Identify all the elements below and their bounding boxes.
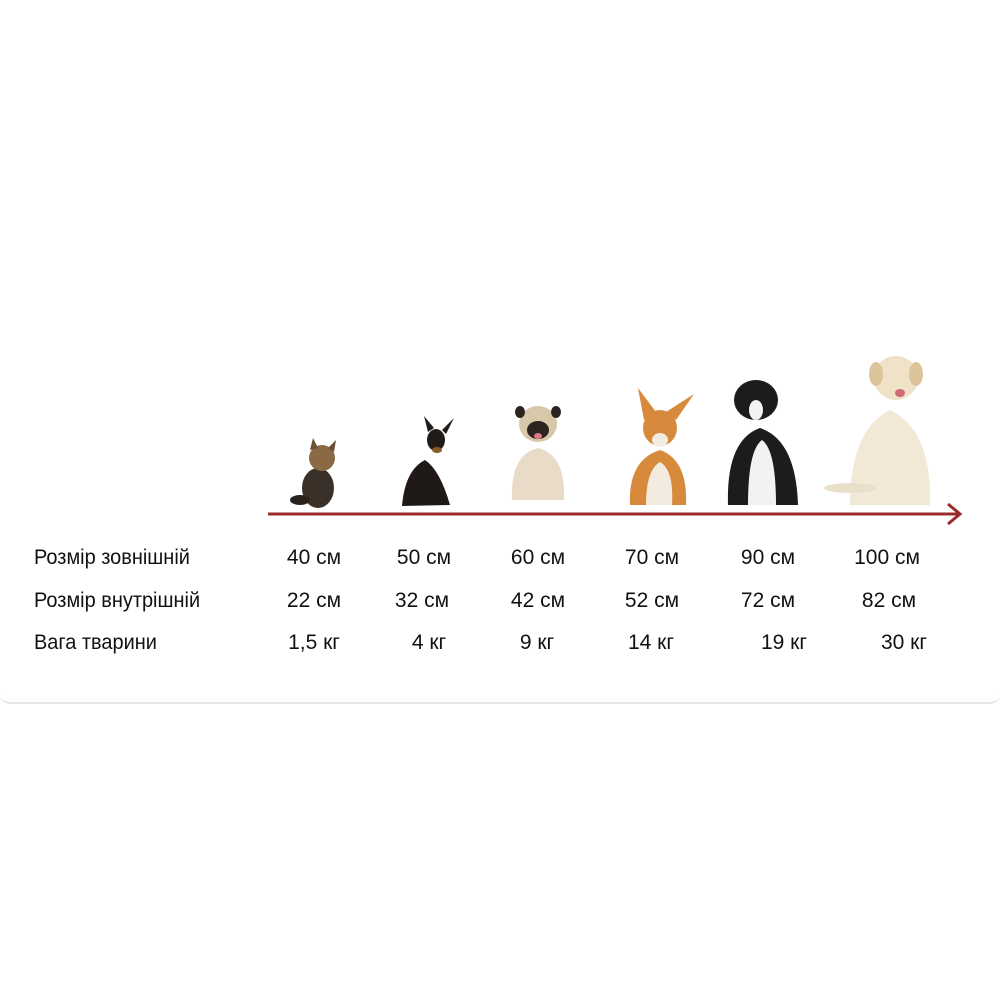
row-label-pet-weight: Вага тварини (34, 631, 157, 654)
border-collie-icon (727, 380, 798, 505)
outer-size-value: 60 см (510, 546, 566, 569)
inner-size-value: 42 см (510, 589, 566, 612)
weight-value: 19 кг (760, 631, 808, 654)
inner-size-value: 52 см (624, 589, 680, 612)
inner-size-value: 22 см (286, 589, 342, 612)
weight-value: 30 кг (880, 631, 928, 654)
row-label-inner-size: Розмір внутрішній (34, 589, 201, 612)
weight-value: 1,5 кг (288, 631, 340, 654)
size-chart-card: Розмір зовнішній Розмір внутрішній Вага … (0, 356, 1000, 704)
miniature-pinscher-icon (402, 416, 454, 506)
outer-size-value: 70 см (624, 546, 680, 569)
dogs-illustration (268, 356, 963, 526)
labrador-icon (824, 356, 931, 505)
inner-size-value: 82 см (861, 589, 917, 612)
weight-value: 4 кг (411, 631, 447, 654)
outer-size-value: 90 см (740, 546, 796, 569)
pug-icon (511, 406, 565, 500)
inner-size-value: 72 см (740, 589, 796, 612)
weight-value: 14 кг (627, 631, 675, 654)
outer-size-value: 100 см (854, 546, 920, 569)
outer-size-value: 50 см (396, 546, 452, 569)
inner-size-value: 32 см (394, 589, 450, 612)
weight-value: 9 кг (519, 631, 555, 654)
corgi-icon (629, 388, 694, 505)
outer-size-value: 40 см (286, 546, 342, 569)
row-label-outer-size: Розмір зовнішній (34, 546, 190, 569)
yorkshire-terrier-icon (290, 438, 336, 508)
size-arrow (268, 502, 963, 526)
